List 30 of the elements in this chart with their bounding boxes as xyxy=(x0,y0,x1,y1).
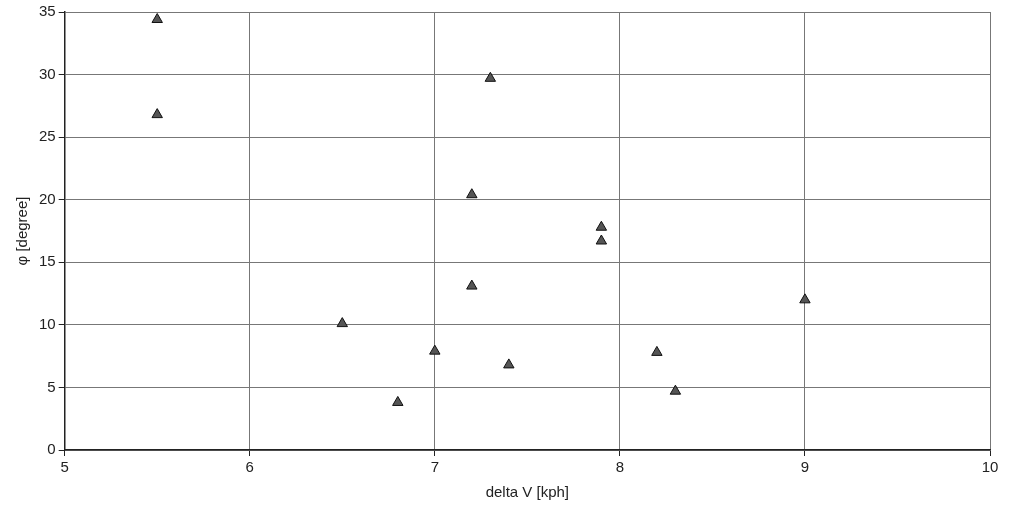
point xyxy=(151,13,163,24)
y-axis-title: φ [degree] xyxy=(13,196,31,266)
x-tick-label: 8 xyxy=(615,458,625,476)
y-tick-label: 5 xyxy=(47,377,56,395)
y-tick-label: 10 xyxy=(39,315,56,332)
point xyxy=(799,293,811,304)
point xyxy=(595,234,608,245)
y-tick-label: 20 xyxy=(39,189,56,207)
point xyxy=(429,344,441,355)
point xyxy=(484,71,497,82)
x-tick-label: 9 xyxy=(800,458,810,476)
x-tick-label: 5 xyxy=(60,458,69,476)
point xyxy=(392,395,404,406)
point xyxy=(651,345,663,356)
point xyxy=(151,108,163,119)
x-tick-label: 7 xyxy=(430,458,439,476)
point xyxy=(669,384,682,395)
point xyxy=(503,358,515,369)
y-tick-label: 25 xyxy=(39,127,56,145)
x-axis-title: delta V [kph] xyxy=(485,483,570,501)
y-tick-label: 0 xyxy=(47,440,56,458)
x-tick-label: 10 xyxy=(981,458,999,476)
point xyxy=(595,220,608,231)
y-tick-label: 30 xyxy=(39,64,56,82)
point xyxy=(336,317,348,328)
point xyxy=(466,188,478,199)
x-tick-label: 6 xyxy=(245,458,254,476)
point xyxy=(466,279,478,290)
y-tick-label: 15 xyxy=(39,252,56,270)
y-tick-label: 35 xyxy=(39,2,56,20)
